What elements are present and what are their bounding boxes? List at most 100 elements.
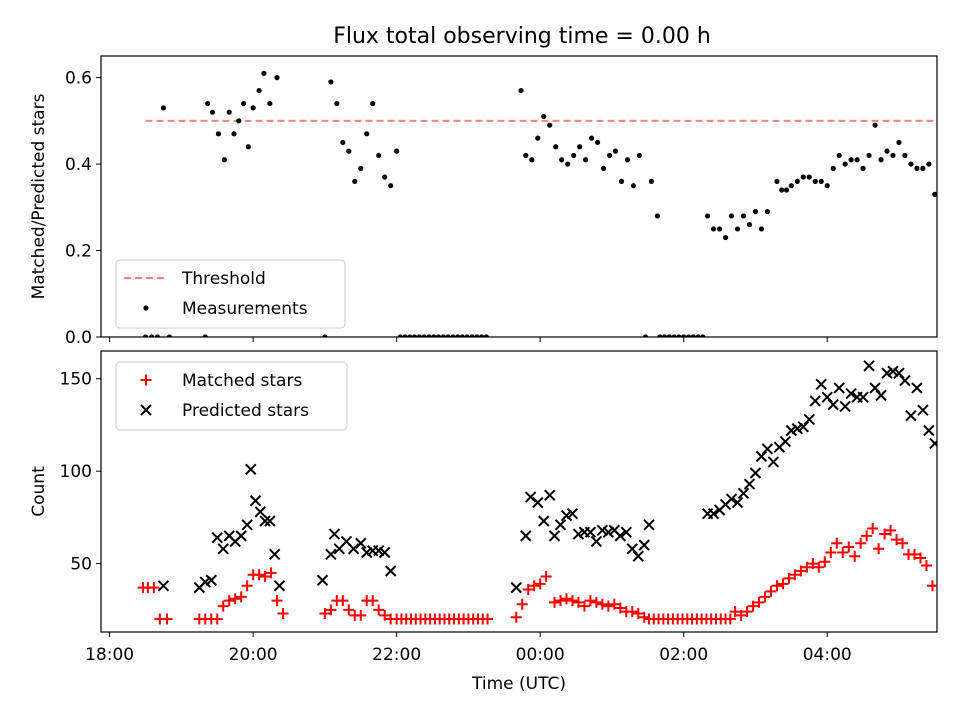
matched-star-point bbox=[638, 611, 650, 623]
measurement-point bbox=[459, 334, 466, 337]
measurement-point bbox=[872, 122, 878, 128]
predicted-star-point bbox=[779, 435, 792, 448]
measurement-point bbox=[710, 226, 717, 232]
predicted-star-point bbox=[241, 519, 253, 531]
predicted-star-point bbox=[632, 550, 644, 562]
measurement-point bbox=[358, 165, 364, 171]
measurement-point bbox=[583, 157, 589, 163]
matched-star-point bbox=[534, 578, 546, 590]
matched-star-point bbox=[729, 606, 741, 618]
matched-star-point bbox=[831, 537, 843, 549]
measurement-point bbox=[215, 131, 222, 137]
measurement-point bbox=[469, 334, 475, 337]
measurement-point bbox=[896, 139, 902, 146]
measurement-point bbox=[866, 152, 872, 159]
measurement-point bbox=[464, 334, 470, 337]
matched-star-point bbox=[253, 569, 265, 581]
predicted-star-point bbox=[827, 398, 839, 411]
predicted-star-point bbox=[566, 507, 579, 520]
matched-star-point bbox=[373, 604, 385, 616]
measurement-point bbox=[676, 334, 682, 337]
measurement-point bbox=[926, 161, 932, 167]
predicted-star-point bbox=[544, 489, 556, 501]
measurement-point bbox=[518, 87, 524, 94]
measurement-point bbox=[779, 187, 785, 193]
measurement-point bbox=[407, 334, 413, 337]
predicted-star-point bbox=[157, 580, 170, 592]
measurement-point bbox=[705, 213, 711, 219]
matched-star-point bbox=[367, 595, 379, 607]
measurement-point bbox=[376, 152, 382, 159]
predicted-star-point bbox=[725, 493, 738, 505]
predicted-star-point bbox=[316, 574, 329, 586]
measurement-point bbox=[932, 191, 937, 197]
measurement-point bbox=[690, 334, 696, 337]
matched-star-point bbox=[614, 602, 626, 614]
measurement-point bbox=[535, 135, 541, 141]
measurement-point bbox=[681, 334, 687, 337]
matched-star-point bbox=[566, 595, 578, 607]
measurement-point bbox=[478, 334, 485, 337]
measurement-point bbox=[657, 334, 663, 337]
matched-star-point bbox=[235, 591, 247, 603]
predicted-star-point bbox=[268, 548, 281, 561]
measurement-point bbox=[695, 334, 701, 337]
predicted-star-point bbox=[803, 413, 815, 426]
matched-star-point bbox=[777, 578, 789, 590]
measurement-point bbox=[236, 118, 242, 124]
measurement-point bbox=[794, 178, 800, 184]
matched-star-point bbox=[223, 595, 235, 607]
measurement-point bbox=[440, 334, 446, 337]
measurement-point bbox=[240, 100, 247, 107]
y-tick-label: 150 bbox=[60, 370, 92, 390]
measurement-point bbox=[334, 100, 340, 107]
matched-star-point bbox=[522, 583, 534, 595]
measurement-point bbox=[571, 152, 577, 159]
measurement-point bbox=[618, 178, 625, 184]
measurement-point bbox=[920, 165, 926, 171]
bottom-panel-counts: 50 100 150 18:00 20:00 22:00 00:00 02:00 04:00 Co… bbox=[29, 350, 938, 694]
matched-star-point bbox=[516, 598, 528, 610]
predicted-star-point bbox=[749, 467, 762, 479]
measurement-point bbox=[340, 139, 346, 146]
matched-star-point bbox=[861, 530, 873, 542]
measurement-point bbox=[166, 334, 173, 337]
matched-star-point bbox=[843, 541, 855, 553]
predicted-star-point bbox=[809, 395, 821, 407]
predicted-star-point bbox=[797, 421, 809, 433]
measurement-point bbox=[250, 105, 256, 111]
matched-star-point bbox=[148, 582, 160, 594]
matched-star-point bbox=[602, 600, 614, 612]
measurement-point bbox=[666, 334, 672, 337]
top-panel-ratio: 0.0 0.2 0.4 0.6 Matched/Predicted stars Thres… bbox=[29, 55, 938, 348]
legend-measurement-swatch bbox=[143, 305, 149, 311]
matched-star-point bbox=[626, 606, 638, 618]
predicted-star-point bbox=[857, 391, 869, 403]
measurement-point bbox=[226, 109, 232, 115]
measurement-point bbox=[588, 135, 595, 141]
measurement-point bbox=[661, 334, 668, 337]
predicted-star-point bbox=[905, 409, 917, 422]
predicted-star-point bbox=[614, 530, 627, 542]
measurement-point bbox=[842, 161, 848, 167]
matched-star-point bbox=[932, 584, 937, 587]
predicted-star-point bbox=[761, 443, 774, 455]
matched-star-point bbox=[379, 609, 391, 621]
matched-star-point bbox=[572, 596, 584, 608]
measurement-point bbox=[402, 334, 408, 337]
measurement-point bbox=[541, 113, 547, 120]
matched-star-point bbox=[549, 596, 561, 608]
measurement-point bbox=[421, 334, 427, 337]
predicted-star-point bbox=[917, 404, 929, 416]
y-tick-label: 0.2 bbox=[65, 242, 92, 262]
predicted-star-point bbox=[731, 496, 744, 509]
predicted-star-point bbox=[211, 532, 223, 544]
matched-star-point bbox=[747, 600, 759, 612]
measurement-point bbox=[878, 157, 884, 163]
matched-star-point bbox=[873, 543, 885, 555]
measurement-point bbox=[455, 334, 461, 337]
measurement-point bbox=[606, 152, 613, 159]
matched-star-point bbox=[879, 528, 891, 540]
predicted-star-point bbox=[532, 496, 544, 509]
matched-star-point bbox=[584, 595, 596, 607]
